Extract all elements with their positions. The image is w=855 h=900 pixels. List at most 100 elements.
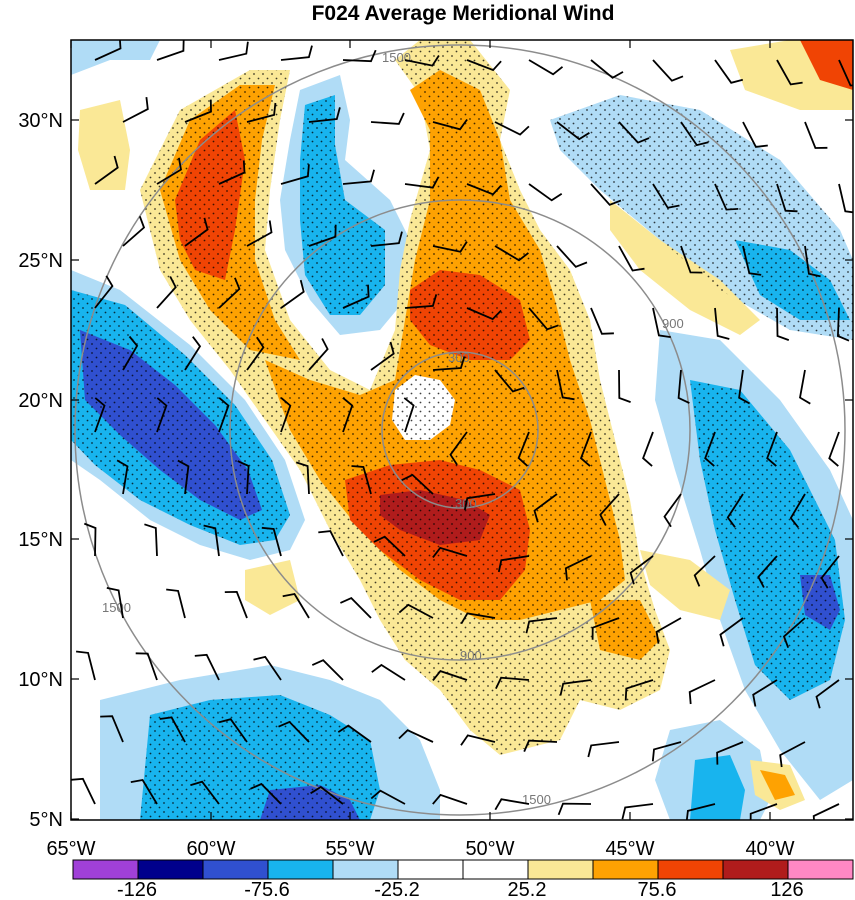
- wind-barb: [370, 789, 406, 805]
- range-ring-1500: [74, 44, 846, 816]
- patch-blue-se: [690, 755, 745, 820]
- wind-barb: [280, 397, 292, 433]
- wind-barb: [838, 183, 853, 214]
- wind-barb: [404, 294, 438, 309]
- wind-barb: [836, 307, 850, 342]
- wind-barb: [782, 617, 806, 649]
- wind-barb: [246, 220, 273, 247]
- colorbar-label: -75.6: [244, 879, 290, 900]
- wind-barb: [370, 112, 405, 125]
- x-axis-labels: 65°W 60°W 55°W 50°W 45°W 40°W: [46, 838, 794, 860]
- wind-barb: [599, 493, 620, 526]
- y-tick-label: 30°N: [18, 110, 63, 132]
- wind-barb: [591, 617, 620, 640]
- wind-barb: [525, 617, 558, 634]
- wind-barb: [342, 397, 354, 433]
- range-label-300: 300: [448, 350, 470, 365]
- wind-barb: [838, 59, 853, 87]
- wind-barb: [308, 338, 329, 371]
- wind-barb: [432, 793, 468, 805]
- wind-barb: [812, 803, 840, 820]
- wind-barb: [295, 461, 310, 495]
- x-tick-label: 60°W: [186, 838, 235, 860]
- wind-barb: [94, 397, 106, 433]
- axis-ticks: [70, 40, 853, 820]
- wind-barb: [203, 524, 220, 557]
- wind-barb: [194, 653, 220, 681]
- wind-barb: [680, 245, 703, 274]
- wind-barb: [351, 465, 372, 495]
- wind-barb: [218, 160, 246, 185]
- map-frame: [70, 39, 854, 821]
- wind-barb: [677, 369, 690, 404]
- wind-barb: [494, 798, 530, 811]
- wind-barb: [166, 588, 186, 619]
- y-tick-label: 15°N: [18, 529, 63, 551]
- wind-barb: [337, 724, 372, 743]
- range-label-1500-w: 1500: [102, 600, 131, 615]
- y-axis-labels: 30°N 25°N 20°N 15°N 10°N 5°N: [18, 110, 63, 831]
- colorbar-swatch: [72, 859, 139, 880]
- wind-barb: [590, 59, 624, 79]
- wind-barb: [651, 741, 682, 762]
- wind-barb: [159, 716, 186, 743]
- wind-barb: [75, 650, 96, 681]
- wind-barb: [246, 102, 277, 123]
- wind-barb: [122, 96, 149, 123]
- wind-barb: [71, 777, 96, 805]
- wind-barb: [590, 307, 614, 335]
- wind-barb: [590, 183, 622, 206]
- wind-barb: [752, 679, 778, 707]
- region-yellow-ne: [610, 200, 760, 335]
- colorbar-label: -25.2: [374, 879, 420, 900]
- wind-barbs: [71, 40, 853, 820]
- wind-barb: [190, 780, 220, 805]
- wind-barb: [100, 715, 124, 743]
- colorbar-label: -126: [117, 879, 157, 900]
- y-tick-label: 25°N: [18, 250, 63, 272]
- wind-barb: [556, 245, 588, 268]
- wind-barb: [83, 522, 97, 557]
- wind-barb: [776, 59, 803, 86]
- wind-barb: [618, 245, 645, 272]
- wind-barb: [130, 779, 158, 805]
- wind-barb: [460, 612, 496, 625]
- wind-barb: [218, 397, 230, 433]
- wind-barb: [466, 183, 502, 196]
- colorbar: [72, 859, 854, 880]
- wind-barb: [517, 431, 530, 467]
- wind-barb: [122, 335, 139, 371]
- wind-barb: [318, 530, 344, 557]
- x-tick-label: 40°W: [745, 838, 794, 860]
- x-tick-label: 50°W: [465, 838, 514, 860]
- wind-barb: [404, 55, 440, 67]
- wind-barb: [528, 307, 559, 331]
- wind-barb: [156, 40, 185, 61]
- wind-barb: [122, 215, 146, 247]
- wind-barb: [523, 739, 558, 752]
- wind-barb: [688, 679, 716, 705]
- colorbar-swatch: [137, 859, 204, 880]
- wind-barb: [237, 460, 250, 495]
- wind-barb: [373, 535, 406, 557]
- wind-barb: [432, 546, 468, 558]
- wind-barb: [528, 59, 564, 76]
- wind-barb: [310, 785, 344, 805]
- region-red-ne-corner: [800, 40, 853, 90]
- wind-barb: [156, 276, 177, 309]
- wind-barb: [564, 555, 592, 581]
- wind-barb: [218, 277, 241, 309]
- wind-barb: [716, 741, 744, 765]
- wind-barb: [757, 555, 778, 588]
- wind-barb: [685, 803, 716, 820]
- wind-barb: [704, 431, 716, 467]
- stipple-overlay: [71, 40, 853, 820]
- wind-barb: [432, 118, 468, 131]
- wind-barb: [494, 121, 530, 136]
- colorbar-swatch: [527, 859, 594, 880]
- wind-barb: [579, 431, 592, 467]
- wind-barb: [370, 231, 403, 247]
- wind-barb: [766, 431, 778, 467]
- wind-barb: [94, 275, 114, 309]
- wind-barb: [799, 369, 811, 405]
